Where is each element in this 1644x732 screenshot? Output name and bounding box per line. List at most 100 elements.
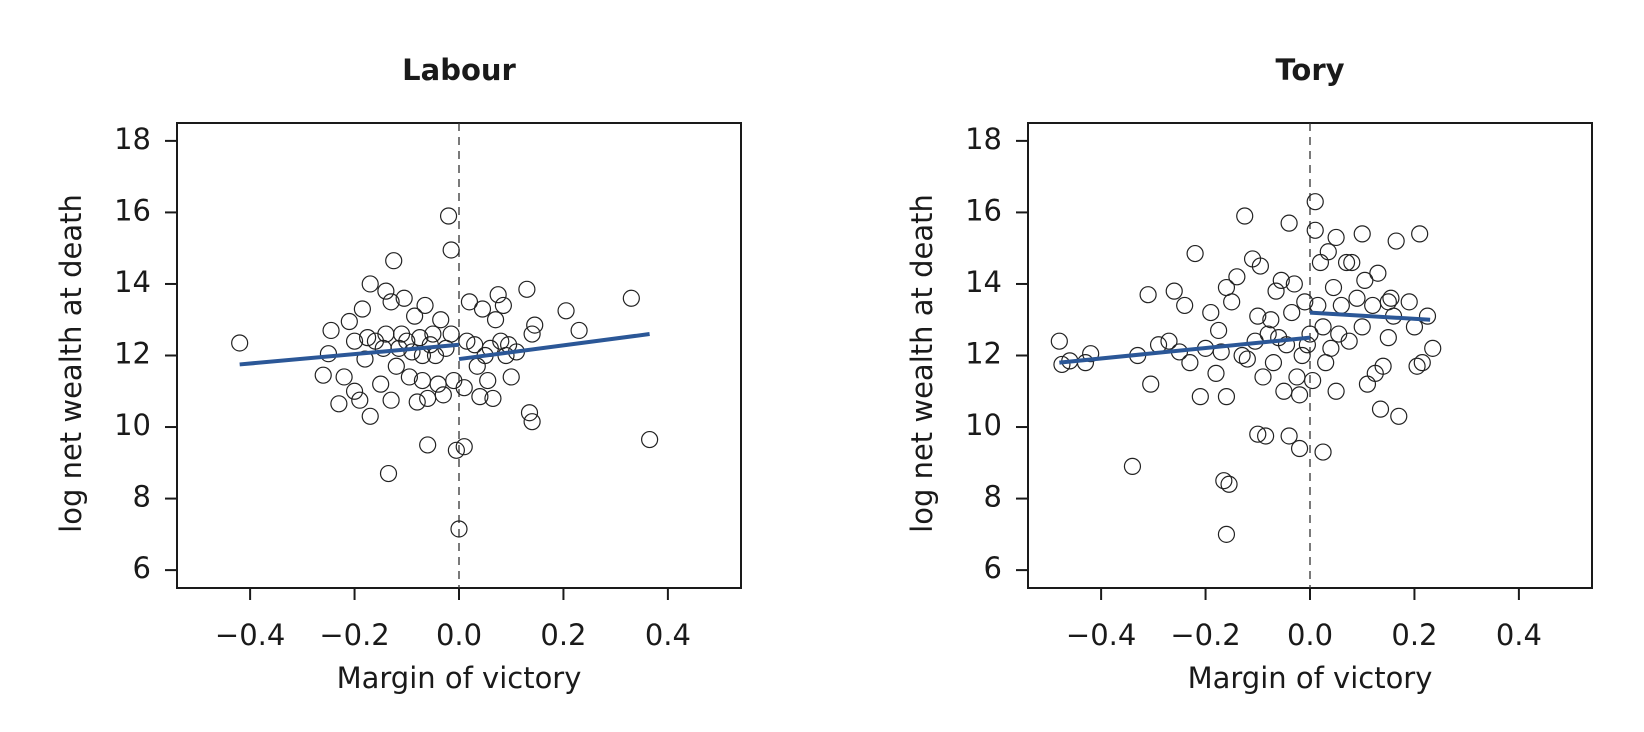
point — [1327, 382, 1345, 400]
point — [1280, 214, 1298, 232]
point — [1387, 232, 1405, 250]
point — [1277, 336, 1296, 354]
point — [468, 357, 486, 375]
point — [1238, 350, 1256, 368]
x-tick-label: 0.2 — [540, 618, 586, 652]
point — [1223, 293, 1241, 311]
point — [442, 241, 460, 259]
point — [1264, 354, 1283, 372]
y-tick-label: 8 — [984, 480, 1002, 514]
point — [1306, 193, 1324, 211]
y-axis-label: log net wealth at death — [54, 194, 88, 533]
point — [1142, 375, 1160, 393]
point — [421, 336, 439, 354]
point — [518, 280, 536, 298]
point — [1257, 427, 1275, 445]
y-tick-label: 10 — [114, 408, 151, 442]
point — [1275, 382, 1293, 400]
y-tick-label: 16 — [965, 193, 1002, 227]
point — [450, 520, 468, 538]
point — [379, 464, 398, 483]
point — [458, 332, 476, 350]
point — [377, 325, 395, 343]
y-tick-label: 16 — [114, 193, 151, 227]
point — [1317, 354, 1335, 372]
point — [1191, 388, 1209, 406]
point — [1262, 311, 1280, 329]
point — [494, 296, 512, 315]
x-axis-label: Margin of victory — [1188, 661, 1433, 695]
panel: Labour −0.4 −0.2 0.0 0.2 0.4 6 8 10 12 14 16 18 Margi… — [54, 53, 742, 695]
y-tick-label: 12 — [965, 337, 1002, 371]
point — [403, 343, 421, 361]
x-tick-label: 0.4 — [1496, 618, 1542, 652]
point — [1371, 400, 1390, 418]
point — [1210, 321, 1228, 340]
point — [314, 366, 332, 384]
y-tick-label: 6 — [133, 551, 151, 585]
point — [1285, 275, 1303, 293]
point — [1319, 243, 1337, 261]
point — [1405, 318, 1424, 336]
point — [1207, 364, 1225, 382]
point — [1249, 425, 1267, 443]
point — [523, 413, 541, 431]
point — [406, 307, 424, 325]
point — [1220, 475, 1238, 493]
y-tick-label: 14 — [965, 265, 1002, 299]
fit-line — [458, 332, 650, 362]
point — [1280, 427, 1298, 445]
point — [1176, 296, 1194, 315]
point — [1228, 268, 1246, 286]
point — [1369, 264, 1387, 282]
point — [1418, 307, 1437, 325]
point — [1306, 221, 1324, 239]
point — [372, 375, 390, 393]
point — [520, 404, 539, 422]
point — [395, 289, 413, 307]
point — [1408, 357, 1426, 375]
y-tick-label: 18 — [114, 122, 151, 156]
point — [479, 371, 497, 390]
point — [340, 312, 358, 331]
y-tick-label: 14 — [114, 265, 151, 299]
point — [353, 300, 371, 318]
fit-line — [1059, 335, 1311, 365]
point — [1337, 253, 1356, 272]
fit-line — [1309, 310, 1431, 322]
point — [1288, 368, 1306, 386]
x-tick-label: 0.2 — [1391, 618, 1437, 652]
point — [1160, 332, 1178, 350]
point — [382, 293, 400, 311]
x-tick-label: −0.2 — [319, 618, 389, 652]
point — [1233, 346, 1251, 365]
point — [356, 350, 374, 368]
fit-line — [239, 342, 460, 367]
point — [455, 379, 473, 397]
point — [1215, 472, 1233, 490]
point — [400, 368, 418, 386]
point — [1290, 439, 1309, 458]
y-tick-label: 12 — [114, 337, 151, 371]
point — [1324, 278, 1343, 297]
point — [1411, 225, 1429, 243]
point — [351, 391, 369, 409]
point — [1400, 293, 1418, 311]
point — [424, 325, 442, 343]
point — [1186, 244, 1204, 263]
point — [1374, 357, 1392, 375]
point — [1139, 286, 1157, 304]
point — [1330, 325, 1348, 343]
point — [1301, 325, 1319, 343]
point — [1340, 332, 1358, 350]
point — [1251, 257, 1269, 275]
y-tick-label: 6 — [984, 551, 1002, 585]
point — [1348, 289, 1366, 307]
point — [455, 438, 473, 456]
point — [1202, 303, 1220, 322]
point — [460, 293, 479, 311]
point — [330, 395, 348, 413]
point — [1293, 346, 1311, 365]
point — [1290, 386, 1309, 404]
point — [1311, 253, 1330, 272]
